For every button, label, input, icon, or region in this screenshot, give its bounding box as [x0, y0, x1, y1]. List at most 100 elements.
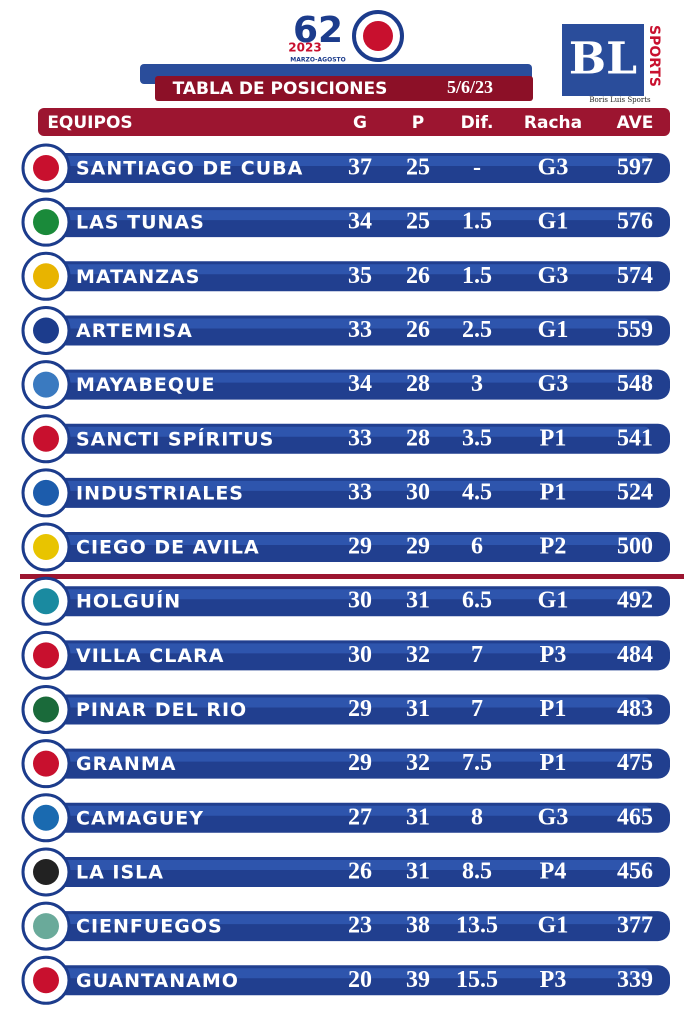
cell: 31 — [406, 804, 430, 830]
logo-year: 2023 — [288, 41, 321, 55]
team-logo-center — [33, 534, 59, 561]
cell: 26 — [406, 263, 430, 289]
row-band-shine — [60, 697, 650, 708]
cell: 32 — [406, 750, 430, 776]
team-name: GUANTANAMO — [76, 970, 239, 992]
cell: 6 — [471, 534, 483, 560]
cell: 39 — [406, 967, 430, 993]
logo-dates: MARZO-AGOSTO — [290, 57, 345, 64]
cell: 30 — [348, 642, 372, 668]
team-logo-center — [33, 155, 59, 181]
column-header: G — [353, 113, 367, 133]
cell: 475 — [617, 750, 653, 776]
cell: 28 — [406, 371, 430, 397]
cell: 35 — [348, 263, 372, 289]
row-band-shine — [60, 372, 650, 383]
cell: 559 — [617, 317, 653, 343]
team-logo-center — [33, 317, 59, 344]
row-band-shine — [60, 535, 650, 546]
team-logo-center — [33, 209, 59, 236]
league-logo: 62 2023 MARZO-AGOSTO — [288, 10, 404, 64]
team-logo-center — [33, 858, 59, 885]
column-header: Racha — [524, 113, 582, 133]
cell: 4.5 — [462, 479, 492, 505]
team-logo-center — [33, 967, 59, 994]
cell: G1 — [538, 913, 569, 939]
cell: 500 — [617, 534, 653, 560]
cell: 31 — [406, 696, 430, 722]
cell: 7 — [471, 642, 483, 668]
cell: 31 — [406, 588, 430, 614]
cell: 8.5 — [462, 858, 492, 884]
team-logo-center — [33, 425, 59, 452]
row-band-shine — [60, 643, 650, 654]
cell: 33 — [348, 425, 372, 451]
cell: 541 — [617, 425, 653, 451]
team-logo-center — [33, 696, 59, 723]
cell: 339 — [617, 967, 653, 993]
team-name: LAS TUNAS — [76, 212, 205, 234]
row-band-shine — [60, 480, 650, 491]
row-band-shine — [60, 426, 650, 437]
cell: 29 — [348, 534, 372, 560]
brand-name: SPORTS — [646, 25, 662, 87]
team-name: CAMAGUEY — [76, 807, 204, 829]
row-band-shine — [60, 805, 650, 816]
cell: 1.5 — [462, 209, 492, 235]
cell: 456 — [617, 858, 653, 884]
cell: 15.5 — [456, 967, 498, 993]
team-name: CIENFUEGOS — [76, 916, 223, 938]
cell: 38 — [406, 913, 430, 939]
logo-number: 62 — [293, 10, 343, 51]
brand-box — [562, 24, 644, 96]
logo-center — [363, 21, 393, 51]
team-logo-center — [33, 479, 59, 506]
cell: 13.5 — [456, 913, 498, 939]
cell: 29 — [406, 534, 430, 560]
column-header: AVE — [617, 113, 654, 133]
team-name: INDUSTRIALES — [76, 482, 244, 504]
cell: 23 — [348, 913, 372, 939]
team-logo-center — [33, 804, 59, 831]
cell: 30 — [406, 479, 430, 505]
cell: G1 — [538, 588, 569, 614]
team-name: CIEGO DE AVILA — [76, 537, 260, 559]
row-band-shine — [60, 914, 650, 925]
cell: 28 — [406, 425, 430, 451]
cell: 548 — [617, 371, 653, 397]
column-header: Dif. — [461, 113, 494, 133]
cell: 20 — [348, 967, 372, 993]
team-logo-center — [33, 750, 59, 777]
cell: P1 — [540, 425, 567, 451]
team-name: PINAR DEL RIO — [76, 699, 247, 721]
team-name: ARTEMISA — [76, 320, 193, 342]
title: TABLA DE POSICIONES — [173, 79, 388, 99]
team-logo-center — [33, 263, 59, 290]
cell: P3 — [540, 642, 567, 668]
cell: P3 — [540, 967, 567, 993]
title-band — [155, 76, 533, 101]
row-band-shine — [60, 751, 650, 762]
team-name: HOLGUÍN — [76, 590, 181, 613]
cell: G3 — [538, 263, 569, 289]
cell: 524 — [617, 479, 653, 505]
cell: 31 — [406, 858, 430, 884]
cell: 25 — [406, 209, 430, 235]
cell: 27 — [348, 804, 372, 830]
cell: G3 — [538, 155, 569, 181]
team-logo-center — [33, 642, 59, 669]
brand-sub: Boris Luis Sports — [589, 96, 651, 104]
cell: 32 — [406, 642, 430, 668]
cell: 8 — [471, 804, 483, 830]
column-header: EQUIPOS — [47, 113, 132, 133]
cell: 7.5 — [462, 750, 492, 776]
cell: 26 — [348, 858, 372, 884]
header-row — [38, 108, 670, 136]
team-name: SANTIAGO DE CUBA — [76, 158, 303, 180]
date: 5/6/23 — [447, 77, 493, 97]
cell: 377 — [617, 913, 653, 939]
cell: 3 — [471, 371, 483, 397]
row-band-shine — [60, 210, 650, 221]
cell: 597 — [617, 155, 653, 181]
